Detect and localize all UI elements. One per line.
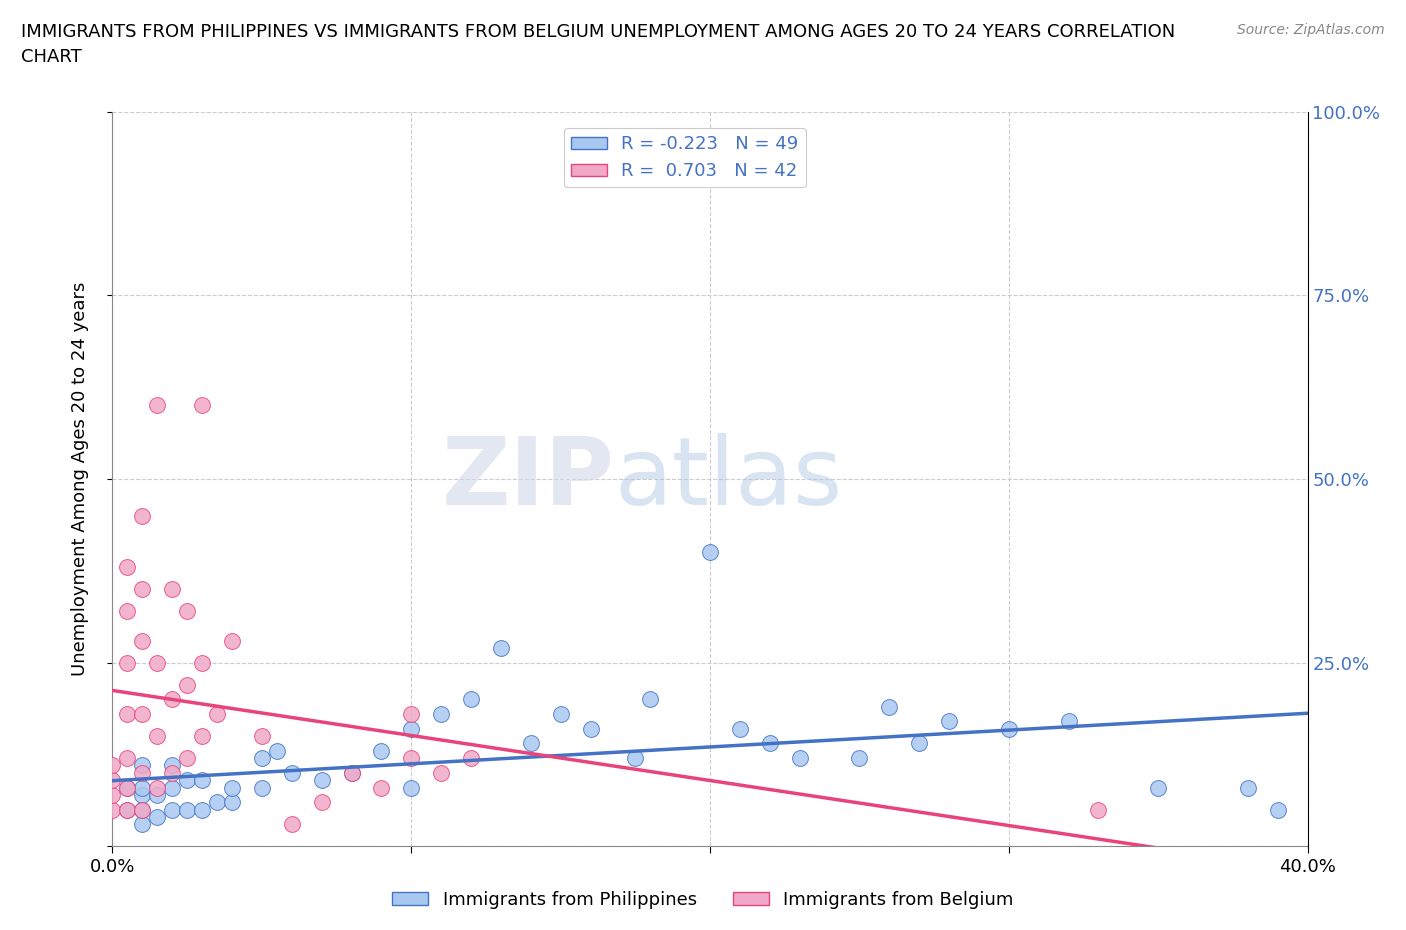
- Point: [117, 707, 139, 722]
- Point: [430, 765, 453, 780]
- Point: [131, 802, 153, 817]
- Point: [579, 722, 602, 737]
- Point: [250, 729, 273, 744]
- Y-axis label: Unemployment Among Ages 20 to 24 years: Unemployment Among Ages 20 to 24 years: [70, 282, 89, 676]
- Point: [176, 751, 198, 765]
- Point: [191, 656, 214, 671]
- Point: [162, 692, 183, 707]
- Point: [728, 722, 751, 737]
- Point: [281, 765, 304, 780]
- Point: [1237, 780, 1260, 795]
- Point: [401, 751, 423, 765]
- Point: [998, 722, 1021, 737]
- Point: [117, 780, 139, 795]
- Point: [131, 780, 153, 795]
- Point: [162, 780, 183, 795]
- Point: [101, 788, 124, 803]
- Point: [789, 751, 811, 765]
- Point: [131, 765, 153, 780]
- Point: [311, 795, 333, 810]
- Point: [430, 707, 453, 722]
- Point: [191, 729, 214, 744]
- Text: IMMIGRANTS FROM PHILIPPINES VS IMMIGRANTS FROM BELGIUM UNEMPLOYMENT AMONG AGES 2: IMMIGRANTS FROM PHILIPPINES VS IMMIGRANT…: [21, 23, 1175, 66]
- Point: [191, 398, 214, 413]
- Point: [146, 656, 169, 671]
- Text: ZIP: ZIP: [441, 433, 614, 525]
- Point: [401, 722, 423, 737]
- Point: [938, 714, 960, 729]
- Point: [759, 736, 782, 751]
- Point: [281, 817, 304, 831]
- Point: [131, 508, 153, 523]
- Point: [1087, 802, 1109, 817]
- Point: [908, 736, 931, 751]
- Point: [624, 751, 647, 765]
- Point: [117, 560, 139, 575]
- Point: [117, 802, 139, 817]
- Point: [117, 656, 139, 671]
- Point: [131, 788, 153, 803]
- Point: [1147, 780, 1170, 795]
- Point: [848, 751, 870, 765]
- Legend: R = -0.223   N = 49, R =  0.703   N = 42: R = -0.223 N = 49, R = 0.703 N = 42: [564, 128, 806, 188]
- Point: [117, 751, 139, 765]
- Point: [1267, 802, 1289, 817]
- Point: [460, 692, 482, 707]
- Point: [176, 802, 198, 817]
- Point: [162, 758, 183, 773]
- Point: [640, 692, 662, 707]
- Point: [520, 736, 543, 751]
- Point: [266, 743, 288, 758]
- Point: [191, 773, 214, 788]
- Point: [176, 773, 198, 788]
- Point: [146, 398, 169, 413]
- Point: [131, 582, 153, 597]
- Point: [101, 758, 124, 773]
- Point: [131, 758, 153, 773]
- Point: [221, 633, 243, 648]
- Point: [370, 743, 392, 758]
- Point: [311, 773, 333, 788]
- Point: [221, 780, 243, 795]
- Point: [131, 802, 153, 817]
- Point: [117, 604, 139, 618]
- Point: [146, 788, 169, 803]
- Point: [131, 817, 153, 831]
- Point: [176, 677, 198, 692]
- Point: [191, 802, 214, 817]
- Point: [162, 802, 183, 817]
- Point: [460, 751, 482, 765]
- Point: [550, 707, 572, 722]
- Point: [1057, 714, 1080, 729]
- Point: [221, 795, 243, 810]
- Point: [117, 780, 139, 795]
- Point: [250, 751, 273, 765]
- Point: [131, 707, 153, 722]
- Point: [489, 641, 512, 656]
- Point: [401, 780, 423, 795]
- Point: [401, 707, 423, 722]
- Point: [146, 809, 169, 824]
- Point: [101, 773, 124, 788]
- Point: [370, 780, 392, 795]
- Point: [131, 633, 153, 648]
- Point: [699, 545, 721, 560]
- Point: [879, 699, 901, 714]
- Point: [117, 802, 139, 817]
- Text: Source: ZipAtlas.com: Source: ZipAtlas.com: [1237, 23, 1385, 37]
- Point: [340, 765, 363, 780]
- Point: [340, 765, 363, 780]
- Point: [250, 780, 273, 795]
- Point: [176, 604, 198, 618]
- Point: [162, 765, 183, 780]
- Point: [146, 729, 169, 744]
- Point: [205, 707, 228, 722]
- Text: atlas: atlas: [614, 433, 842, 525]
- Legend: Immigrants from Philippines, Immigrants from Belgium: Immigrants from Philippines, Immigrants …: [385, 884, 1021, 916]
- Point: [162, 582, 183, 597]
- Point: [146, 780, 169, 795]
- Point: [205, 795, 228, 810]
- Point: [101, 802, 124, 817]
